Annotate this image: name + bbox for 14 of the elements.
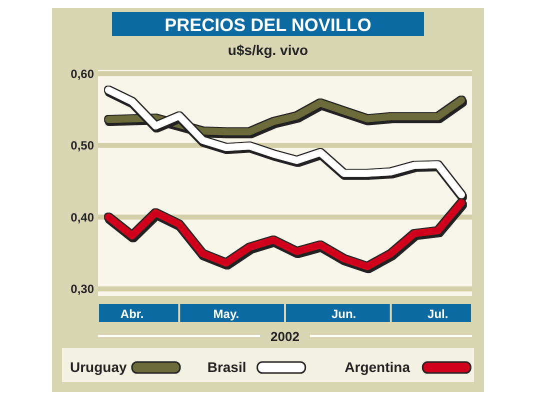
- x-tick-label: May.: [213, 307, 240, 321]
- x-tick-label: Jun.: [331, 307, 356, 321]
- legend-label: Uruguay: [70, 359, 127, 375]
- legend-label: Argentina: [344, 359, 410, 375]
- y-tick-label: 0,60: [70, 66, 94, 81]
- chart-title: PRECIOS DEL NOVILLO: [164, 15, 372, 35]
- x-axis-title: 2002: [270, 329, 300, 344]
- chart-subtitle: u$s/kg. vivo: [228, 42, 308, 58]
- x-tick-label: Jul.: [428, 307, 448, 321]
- legend-label: Brasil: [207, 359, 246, 375]
- y-tick-label: 0,30: [70, 282, 94, 296]
- y-tick-label: 0,40: [70, 210, 94, 224]
- y-tick-label: 0,50: [70, 138, 94, 153]
- x-tick-label: Abr.: [120, 307, 144, 321]
